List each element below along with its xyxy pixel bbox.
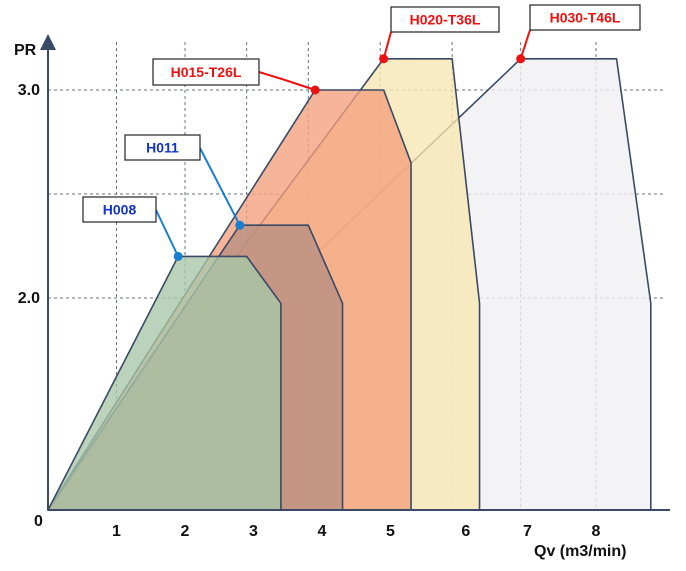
series-label-h011: H011 bbox=[124, 134, 245, 230]
leader-line bbox=[199, 147, 241, 226]
series-areas bbox=[47, 57, 652, 511]
series-label-h015-t26l: H015-T26L bbox=[152, 58, 320, 95]
leader-line bbox=[155, 209, 180, 257]
x-tick-label: 5 bbox=[386, 523, 395, 540]
label-box bbox=[124, 134, 201, 161]
series-label-h008: H008 bbox=[82, 196, 183, 261]
leader-dot bbox=[173, 251, 183, 261]
leader-line bbox=[519, 29, 531, 60]
leader-line bbox=[382, 31, 392, 60]
label-box bbox=[152, 58, 260, 86]
label-box bbox=[82, 196, 157, 223]
x-tick-label: 4 bbox=[318, 523, 327, 540]
series-label-h020-t36l: H020-T36L bbox=[379, 6, 500, 64]
series-name: H020-T36L bbox=[410, 12, 481, 28]
x-tick-label: 3 bbox=[249, 523, 258, 540]
series-name: H011 bbox=[146, 140, 179, 156]
series-label-h030-t46l: H030-T46L bbox=[516, 4, 641, 64]
x-axis-label: Qv (m3/min) bbox=[534, 543, 626, 560]
x-tick-label: 6 bbox=[461, 523, 470, 540]
origin-label: 0 bbox=[34, 513, 43, 530]
leader-dot bbox=[516, 54, 526, 64]
x-tick-label: 2 bbox=[181, 523, 190, 540]
series-labels: H030-T46L H020-T36L H015-T26L H011 H008 bbox=[82, 4, 641, 261]
x-tick-label: 7 bbox=[523, 523, 532, 540]
y-axis-label: PR bbox=[14, 42, 37, 59]
series-name: H030-T46L bbox=[550, 10, 621, 26]
series-name: H008 bbox=[103, 202, 137, 218]
y-tick-label: 3.0 bbox=[18, 82, 40, 99]
leader-line bbox=[258, 71, 316, 91]
label-box bbox=[529, 4, 641, 31]
label-box bbox=[390, 6, 500, 33]
leader-dot bbox=[235, 220, 245, 230]
x-tick-label: 8 bbox=[592, 523, 601, 540]
series-name: H015-T26L bbox=[171, 64, 242, 80]
tick-labels: 1 2 3 4 5 6 7 8 2.0 3.0 bbox=[18, 82, 601, 540]
series-area-h008 bbox=[47, 255, 282, 511]
leader-dot bbox=[310, 85, 320, 95]
y-tick-label: 2.0 bbox=[18, 290, 40, 307]
leader-dot bbox=[379, 54, 389, 64]
x-tick-label: 1 bbox=[112, 523, 121, 540]
